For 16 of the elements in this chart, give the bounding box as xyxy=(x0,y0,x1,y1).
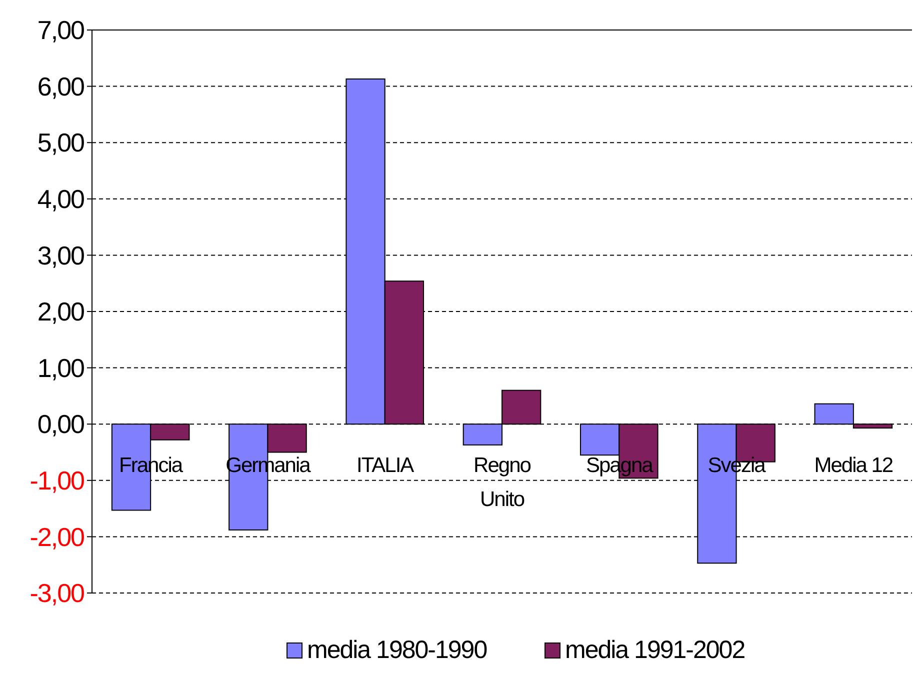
y-tick-label: 1,00 xyxy=(37,352,85,383)
x-tick-label: ITALIA xyxy=(356,454,414,478)
y-tick-label: -2,00 xyxy=(30,522,85,552)
x-tick-label: Regno Unito xyxy=(474,454,531,512)
y-tick-label: -1,00 xyxy=(30,466,85,496)
y-tick-label: 2,00 xyxy=(37,296,85,327)
y-tick-label: 5,00 xyxy=(37,128,85,158)
legend-label: media 1980-1990 xyxy=(307,636,487,664)
x-tick-label: Media 12 xyxy=(814,454,893,478)
y-tick-label: 7,00 xyxy=(37,15,85,46)
y-tick-label: 6,00 xyxy=(37,71,85,102)
y-tick-label: 4,00 xyxy=(37,184,85,214)
y-tick-label: -3,00 xyxy=(30,578,85,608)
y-tick-label: 3,00 xyxy=(37,240,85,270)
y-tick-label: 0,00 xyxy=(37,409,85,440)
legend-label: media 1991-2002 xyxy=(565,636,745,664)
